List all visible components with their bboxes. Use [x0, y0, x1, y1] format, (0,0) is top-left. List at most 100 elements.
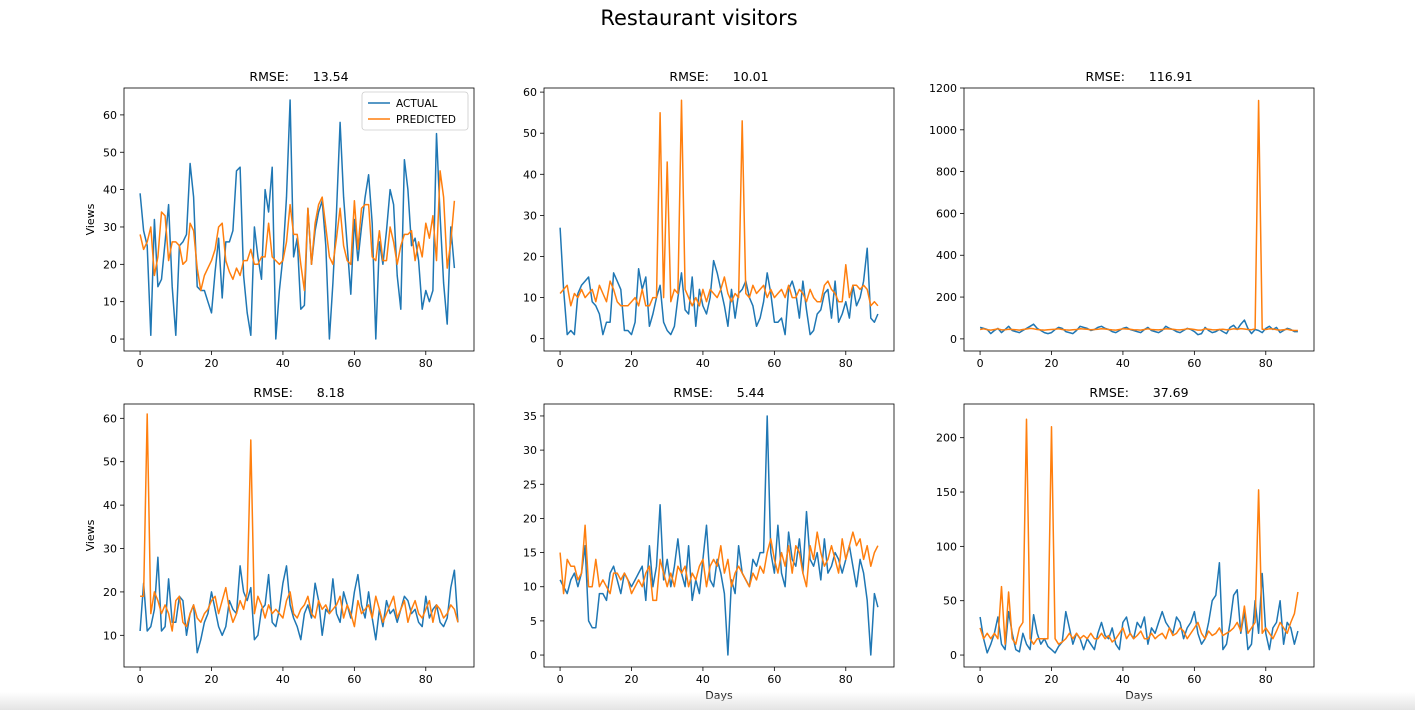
- y-tick-label: 10: [523, 581, 537, 594]
- x-tick-label: 60: [347, 357, 361, 370]
- subplot-1: 0 20 40 60 80 0 10 20 30 40 50 60 RMSE: 13.54 Views AC…: [84, 69, 475, 370]
- y-tick-label: 200: [936, 432, 957, 445]
- y-tick-label: 30: [523, 209, 537, 222]
- y-tick-label: 0: [950, 333, 957, 346]
- y-tick-label: 10: [103, 629, 117, 642]
- y-tick-label: 10: [103, 296, 117, 309]
- series-line-actual: [559, 227, 879, 336]
- y-tick-label: 1200: [929, 82, 957, 95]
- y-tick-label: 0: [110, 333, 117, 346]
- subplot-title: RMSE: 8.18: [253, 385, 344, 400]
- y-tick-label: 30: [103, 543, 117, 556]
- x-tick-label: 40: [696, 673, 710, 686]
- x-tick-label: 40: [276, 673, 290, 686]
- y-tick-label: 20: [103, 586, 117, 599]
- series-line-actual: [979, 319, 1298, 336]
- series-line-actual: [979, 561, 1299, 654]
- y-tick-label: 20: [523, 250, 537, 263]
- x-tick-label: 60: [767, 673, 781, 686]
- y-tick-label: 35: [523, 410, 537, 423]
- legend: ACTUAL PREDICTED: [361, 91, 469, 131]
- x-tick-label: 20: [625, 357, 639, 370]
- series-line-predicted: [979, 418, 1299, 645]
- x-tick-label: 40: [1116, 357, 1130, 370]
- x-tick-label: 80: [1259, 673, 1273, 686]
- series-line-predicted: [559, 99, 879, 307]
- y-tick-label: 400: [936, 249, 957, 262]
- y-tick-label: 800: [936, 166, 957, 179]
- legend-label-predicted: PREDICTED: [396, 114, 456, 126]
- x-tick-label: 80: [419, 357, 433, 370]
- x-tick-label: 60: [767, 357, 781, 370]
- y-tick-label: 40: [523, 168, 537, 181]
- y-tick-label: 60: [103, 109, 117, 122]
- subplot-title: RMSE: 37.69: [1089, 385, 1188, 400]
- x-tick-label: 20: [1045, 673, 1059, 686]
- y-axis-label: Views: [84, 519, 97, 551]
- series-line-predicted: [559, 524, 879, 602]
- subplot-title: RMSE: 13.54: [249, 69, 348, 84]
- x-tick-label: 0: [137, 357, 144, 370]
- x-tick-label: 0: [557, 673, 564, 686]
- y-tick-label: 20: [523, 512, 537, 525]
- x-tick-label: 80: [839, 357, 853, 370]
- y-tick-label: 0: [530, 333, 537, 346]
- y-tick-label: 60: [523, 86, 537, 99]
- y-tick-label: 5: [530, 615, 537, 628]
- x-tick-label: 60: [1187, 673, 1201, 686]
- subplot-title: RMSE: 116.91: [1085, 69, 1192, 84]
- series-line-actual: [559, 415, 879, 656]
- y-tick-label: 600: [936, 207, 957, 220]
- x-tick-label: 40: [696, 357, 710, 370]
- y-tick-label: 100: [936, 540, 957, 553]
- subplot-2: 0 20 40 60 80 0 10 20 30 40 50 60 RMSE: 10.01: [523, 69, 895, 370]
- x-tick-label: 40: [1116, 673, 1130, 686]
- x-tick-label: 60: [1187, 357, 1201, 370]
- legend-label-actual: ACTUAL: [396, 98, 438, 110]
- subplot-4: 0 20 40 60 80 10 20 30 40 50 60 RMSE: 8.18 Views: [84, 385, 475, 686]
- subplot-title: RMSE: 10.01: [669, 69, 768, 84]
- y-tick-label: 50: [103, 456, 117, 469]
- x-tick-label: 0: [557, 357, 564, 370]
- series-line-predicted: [139, 170, 456, 292]
- y-tick-label: 200: [936, 291, 957, 304]
- x-tick-label: 20: [625, 673, 639, 686]
- x-tick-label: 20: [205, 673, 219, 686]
- series-line-predicted: [140, 413, 459, 632]
- y-tick-label: 0: [950, 649, 957, 662]
- y-tick-label: 20: [103, 258, 117, 271]
- subplot-title: RMSE: 5.44: [673, 385, 764, 400]
- x-tick-label: 80: [419, 673, 433, 686]
- y-tick-label: 50: [103, 146, 117, 159]
- x-tick-label: 0: [977, 673, 984, 686]
- y-tick-label: 150: [936, 486, 957, 499]
- axes-frame: [963, 403, 1315, 668]
- bottom-shade: [0, 692, 1415, 710]
- axes-frame: [123, 403, 475, 668]
- series-line-predicted: [979, 99, 1298, 332]
- y-tick-label: 30: [103, 221, 117, 234]
- y-tick-label: 1000: [929, 124, 957, 137]
- x-tick-label: 0: [137, 673, 144, 686]
- y-tick-label: 25: [523, 478, 537, 491]
- y-tick-label: 10: [523, 292, 537, 305]
- axes-frame: [543, 403, 895, 668]
- x-tick-label: 80: [1259, 357, 1273, 370]
- x-tick-label: 0: [977, 357, 984, 370]
- y-tick-label: 15: [523, 547, 537, 560]
- y-tick-label: 50: [943, 595, 957, 608]
- y-tick-label: 40: [103, 499, 117, 512]
- y-tick-label: 30: [523, 444, 537, 457]
- y-tick-label: 0: [530, 649, 537, 662]
- y-tick-label: 40: [103, 184, 117, 197]
- x-tick-label: 20: [1045, 357, 1059, 370]
- y-tick-label: 60: [103, 412, 117, 425]
- x-tick-label: 20: [205, 357, 219, 370]
- figure-title: Restaurant visitors: [600, 6, 798, 30]
- x-tick-label: 40: [276, 357, 290, 370]
- x-tick-label: 60: [347, 673, 361, 686]
